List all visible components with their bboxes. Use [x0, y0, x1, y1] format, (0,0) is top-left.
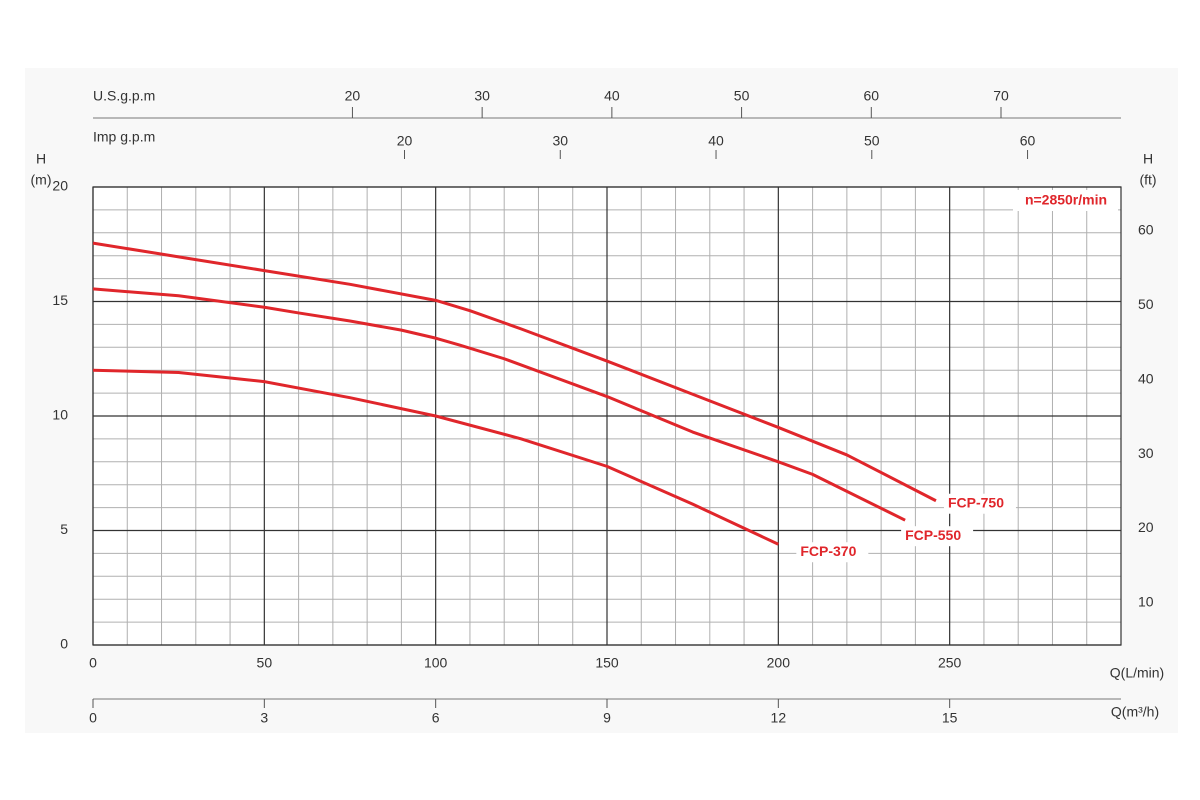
x-tick-label: 150	[595, 655, 619, 671]
curve	[92, 241, 937, 503]
secondary-axis-label: U.S.g.p.m	[93, 88, 155, 104]
y-tick-label: 10	[52, 407, 68, 423]
y2-tick-label: 40	[1138, 370, 1154, 386]
secondary-tick-label: 60	[1020, 133, 1036, 149]
series-label-box	[943, 493, 1016, 514]
curves	[92, 241, 937, 546]
y2-tick-label: 30	[1138, 445, 1154, 461]
secondary-tick-label: 15	[942, 710, 958, 726]
secondary-tick-label: 50	[864, 133, 880, 149]
x-tick-label: 50	[257, 655, 273, 671]
y2-axis-label: (ft)	[1139, 172, 1156, 188]
secondary-tick-label: 50	[734, 88, 750, 104]
y-tick-label: 5	[60, 521, 68, 537]
plot-frame	[92, 186, 1122, 646]
y-tick-label: 20	[52, 178, 68, 194]
secondary-tick-label: 12	[771, 710, 787, 726]
secondary-tick-label: 40	[708, 133, 724, 149]
y-axis-label: H	[36, 151, 46, 167]
y2-tick-label: 50	[1138, 296, 1154, 312]
x-tick-label: 100	[424, 655, 448, 671]
x-tick-label: 250	[938, 655, 962, 671]
curve	[92, 287, 906, 522]
series-label-box	[901, 526, 974, 547]
secondary-tick-label: 30	[552, 133, 568, 149]
secondary-axis-label: Imp g.p.m	[93, 129, 155, 145]
annotation-box	[1013, 190, 1118, 211]
secondary-tick-label: 9	[603, 710, 611, 726]
secondary-tick-label: 20	[397, 133, 413, 149]
x-tick-label: 200	[767, 655, 791, 671]
series-label: FCP-550	[905, 527, 961, 543]
x-axis-label: Q(L/min)	[1110, 665, 1164, 681]
secondary-tick-label: 40	[604, 88, 620, 104]
secondary-tick-label: 60	[864, 88, 880, 104]
series-label: FCP-750	[948, 494, 1004, 510]
x-tick-label: 0	[89, 655, 97, 671]
y2-tick-label: 10	[1138, 594, 1154, 610]
curve	[92, 368, 779, 546]
y-axis-label: (m)	[31, 172, 52, 188]
y2-axis-label: H	[1143, 151, 1153, 167]
y2-tick-label: 20	[1138, 519, 1154, 535]
annotation: n=2850r/min	[1025, 192, 1107, 208]
y2-tick-label: 60	[1138, 222, 1154, 238]
secondary-tick-label: 20	[345, 88, 361, 104]
secondary-axis-label: Q(m³/h)	[1111, 704, 1159, 720]
secondary-tick-label: 0	[89, 710, 97, 726]
grid	[92, 186, 1122, 646]
y-tick-label: 15	[52, 292, 68, 308]
y-tick-label: 0	[60, 636, 68, 652]
secondary-tick-label: 6	[432, 710, 440, 726]
secondary-tick-label: 30	[474, 88, 490, 104]
series-label-box	[796, 542, 869, 563]
series-label: FCP-370	[800, 543, 856, 559]
labels: 0 50 100 150 200 25005101520102030405060U.S.g…	[52, 88, 1159, 726]
secondary-tick-label: 70	[993, 88, 1009, 104]
secondary-tick-label: 3	[260, 710, 268, 726]
